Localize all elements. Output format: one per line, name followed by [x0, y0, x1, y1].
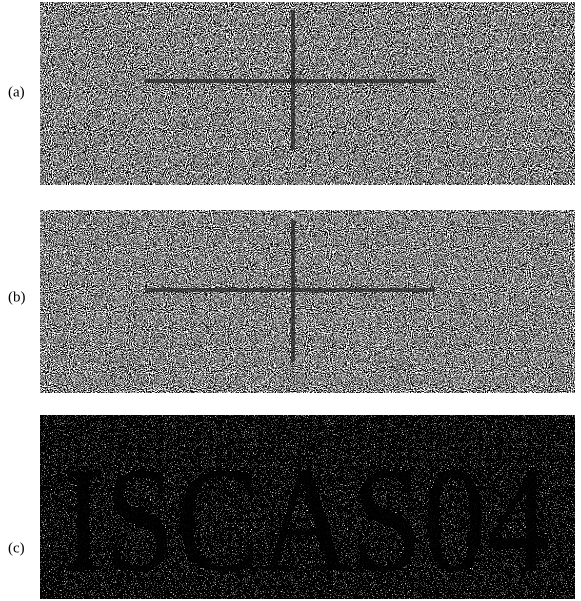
panel-label: (a)	[8, 84, 25, 100]
panel-b: (b)	[8, 210, 575, 393]
hidden-text: ISCAS04	[62, 437, 550, 601]
panel-a: (a)	[8, 2, 575, 185]
panel-label: (c)	[8, 540, 25, 556]
noise-image	[40, 210, 575, 393]
page: (a) (b) ISCAS04 (c) (() => { const data …	[0, 0, 581, 601]
noise-image	[40, 2, 575, 185]
figure: (a) (b) ISCAS04 (c)	[0, 0, 581, 601]
panel-c: ISCAS04 (c)	[8, 415, 575, 601]
panel-label: (b)	[8, 289, 26, 305]
